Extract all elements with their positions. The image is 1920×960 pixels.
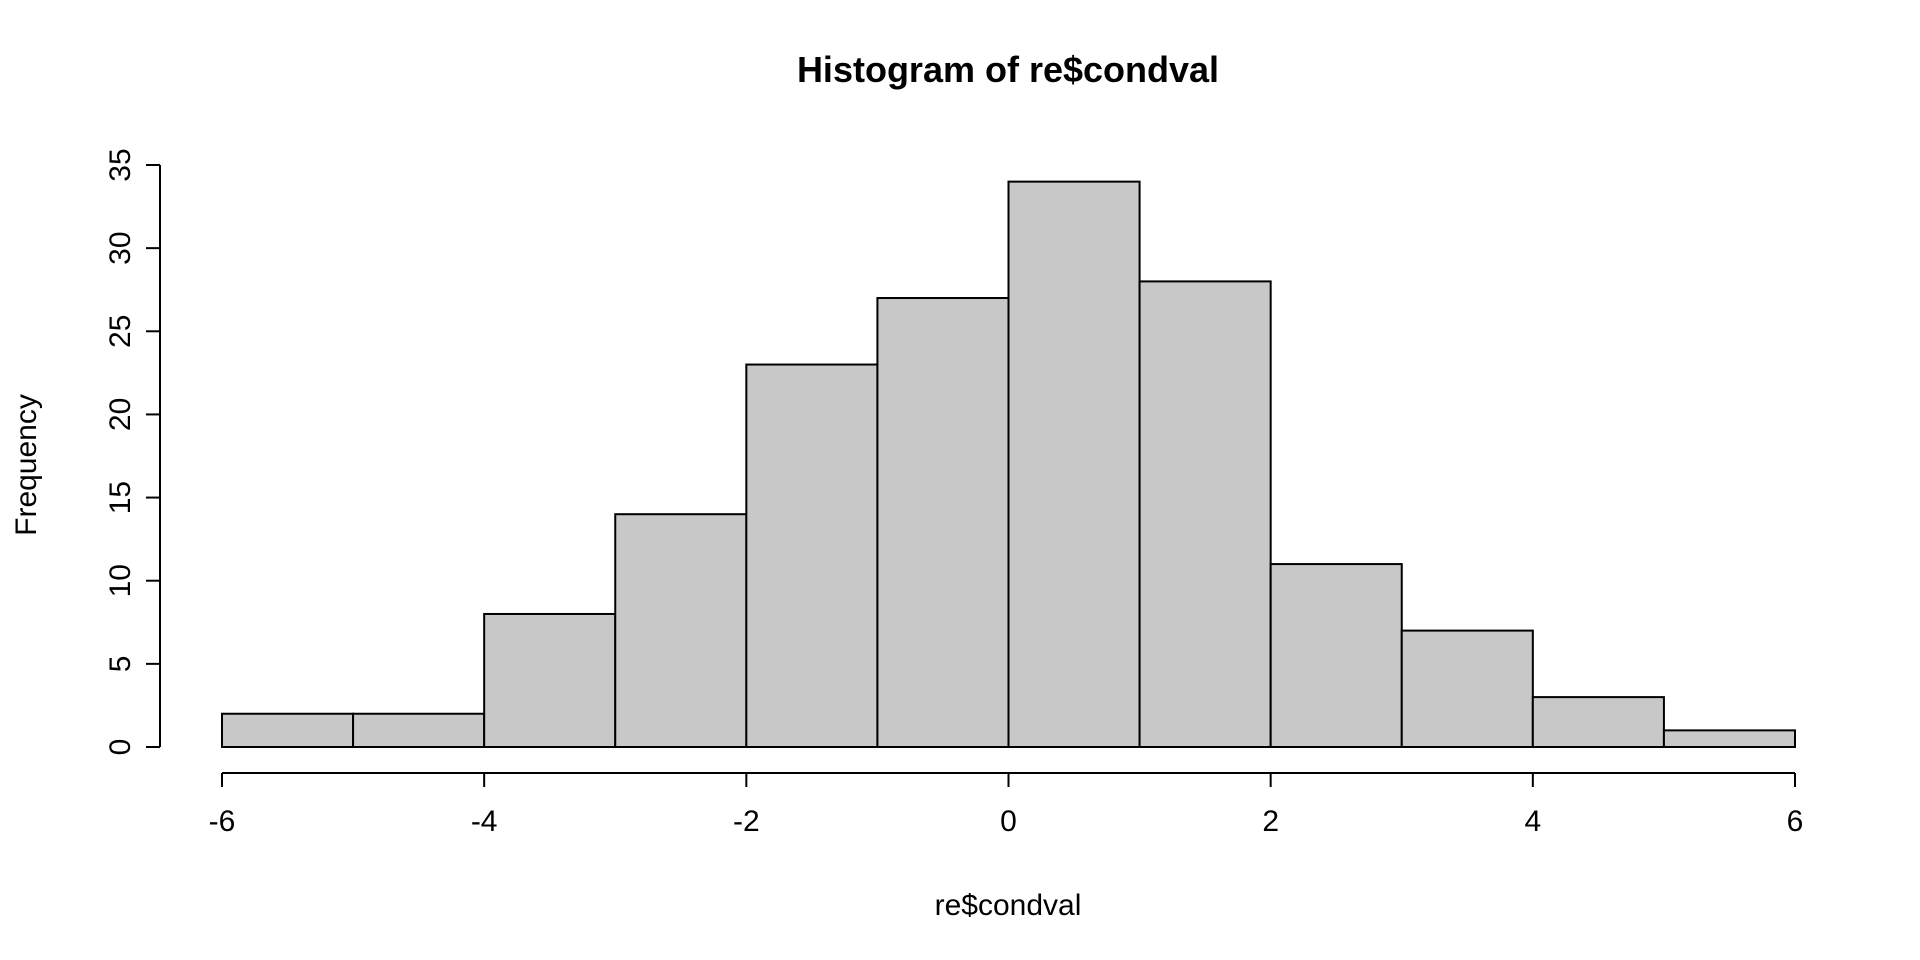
y-axis: 0 5 10 15 20 25 30 35 bbox=[104, 148, 161, 756]
histogram-bar bbox=[745, 363, 879, 748]
x-axis-label: re$condval bbox=[935, 889, 1082, 922]
x-tick-label: -4 bbox=[471, 805, 498, 838]
histogram-bar bbox=[352, 712, 486, 748]
histogram-bar bbox=[483, 612, 617, 748]
histogram-bar bbox=[1400, 629, 1534, 748]
y-axis-label: Frequency bbox=[10, 394, 43, 536]
x-tick-label: 6 bbox=[1787, 805, 1804, 838]
histogram-bar bbox=[1531, 696, 1665, 748]
x-tick-label: 0 bbox=[1000, 805, 1017, 838]
histogram-bar bbox=[1007, 180, 1141, 748]
chart-title: Histogram of re$condval bbox=[797, 49, 1219, 90]
y-tick-label: 25 bbox=[104, 315, 137, 348]
x-axis: -6 -4 -2 0 2 4 6 bbox=[209, 772, 1804, 838]
x-tick-label: 2 bbox=[1262, 805, 1279, 838]
histogram-bar bbox=[1269, 563, 1403, 748]
y-tick-label: 20 bbox=[104, 398, 137, 431]
y-tick-label: 0 bbox=[104, 739, 137, 756]
y-tick-label: 5 bbox=[104, 656, 137, 673]
y-tick-label: 30 bbox=[104, 231, 137, 264]
x-tick-label: 4 bbox=[1524, 805, 1541, 838]
bars-group bbox=[221, 180, 1796, 749]
histogram-bar bbox=[614, 513, 748, 749]
x-tick-label: -2 bbox=[733, 805, 760, 838]
x-tick-label: -6 bbox=[209, 805, 236, 838]
histogram-bar bbox=[1662, 729, 1796, 748]
y-tick-label: 10 bbox=[104, 564, 137, 597]
histogram-bar bbox=[221, 712, 355, 748]
histogram-bar bbox=[1138, 280, 1272, 748]
y-tick-label: 35 bbox=[104, 148, 137, 181]
histogram-bar bbox=[876, 297, 1010, 748]
y-tick-label: 15 bbox=[104, 481, 137, 514]
